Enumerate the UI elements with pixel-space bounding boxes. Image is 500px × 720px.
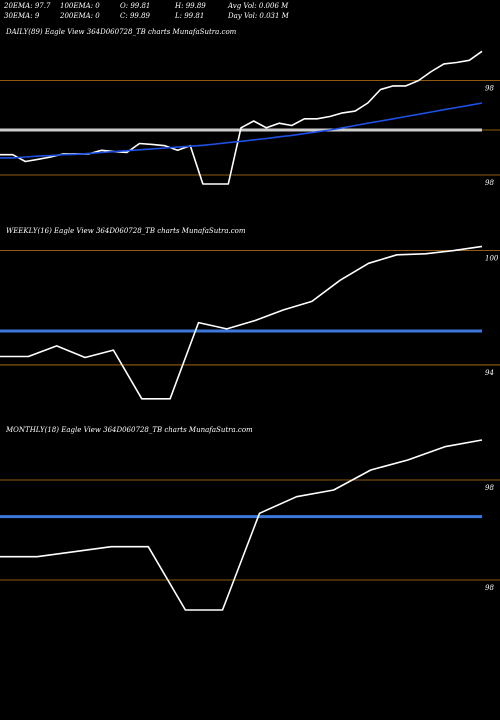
daily-series-line-0: [0, 50, 483, 185]
weekly-y-tick-label: 94: [485, 369, 494, 377]
monthly-y-tick-label: 98: [485, 584, 494, 592]
stat-day-vol: Day Vol: 0.031 M: [228, 12, 289, 20]
daily-series-line-1: [0, 102, 483, 159]
stat-30ema: 30EMA: 9: [4, 12, 40, 20]
daily-y-tick-label: 98: [485, 85, 494, 93]
stat-20ema: 20EMA: 97.7: [4, 2, 51, 10]
weekly-chart-title: WEEKLY(16) Eagle View 364D060728_TB char…: [6, 227, 246, 235]
stat-low: L: 99.81: [175, 12, 205, 20]
weekly-y-tick-label: 100: [485, 255, 499, 263]
stat-200ema: 200EMA: 0: [60, 12, 100, 20]
monthly-chart-title: MONTHLY(18) Eagle View 364D060728_TB cha…: [6, 426, 253, 434]
stat-close: C: 99.89: [120, 12, 150, 20]
stat-open: O: 99.81: [120, 2, 151, 10]
daily-chart-title: DAILY(89) Eagle View 364D060728_TB chart…: [6, 28, 237, 36]
daily-y-tick-label: 98: [485, 179, 494, 187]
stat-100ema: 100EMA: 0: [60, 2, 100, 10]
stat-high: H: 99.89: [175, 2, 206, 10]
monthly-series-line-0: [0, 439, 483, 611]
monthly-y-tick-label: 98: [485, 484, 494, 492]
stat-avg-vol: Avg Vol: 0.006 M: [228, 2, 289, 10]
weekly-series-line-0: [0, 245, 483, 400]
